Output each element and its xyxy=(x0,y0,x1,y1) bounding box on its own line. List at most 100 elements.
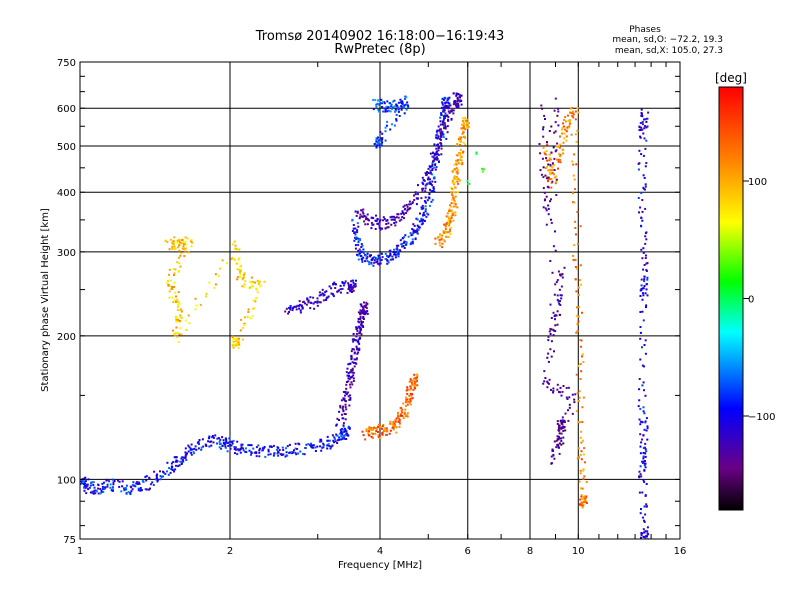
data-point xyxy=(552,334,555,337)
data-point xyxy=(89,491,92,494)
data-point xyxy=(579,283,582,286)
data-point xyxy=(173,299,176,301)
data-point xyxy=(355,339,358,342)
data-point xyxy=(386,100,389,103)
data-point xyxy=(347,380,350,383)
data-point xyxy=(347,283,350,286)
data-point xyxy=(351,367,354,370)
data-points xyxy=(80,92,650,539)
data-point xyxy=(346,381,348,383)
data-point xyxy=(561,390,564,393)
data-point xyxy=(554,249,557,252)
data-point xyxy=(644,452,647,455)
data-point xyxy=(360,209,363,212)
data-point xyxy=(579,436,582,439)
data-point xyxy=(201,438,204,441)
data-point xyxy=(450,117,453,120)
data-point xyxy=(366,252,369,255)
data-point xyxy=(108,480,111,483)
data-point xyxy=(364,438,367,441)
data-point xyxy=(87,478,90,481)
data-point xyxy=(144,475,147,478)
data-point xyxy=(173,236,176,239)
data-point xyxy=(454,195,457,198)
data-point xyxy=(389,110,392,113)
data-point xyxy=(556,114,559,117)
data-point xyxy=(392,258,395,261)
data-point xyxy=(362,311,365,314)
data-point xyxy=(84,476,87,479)
data-point xyxy=(382,110,385,113)
data-point xyxy=(563,266,566,269)
data-point xyxy=(577,400,580,402)
data-point xyxy=(560,297,563,300)
data-point xyxy=(556,294,559,297)
data-point xyxy=(466,179,469,182)
data-point xyxy=(180,333,183,336)
data-point xyxy=(457,177,460,180)
data-point xyxy=(389,258,392,261)
data-point xyxy=(334,438,337,441)
data-point xyxy=(256,291,259,294)
data-point xyxy=(405,400,408,403)
data-point xyxy=(386,259,389,262)
data-point xyxy=(560,285,563,288)
data-point xyxy=(580,345,582,348)
data-point xyxy=(433,177,436,180)
data-point xyxy=(641,438,643,441)
data-point xyxy=(452,196,455,199)
data-point xyxy=(556,323,559,326)
data-point xyxy=(645,304,648,307)
data-point xyxy=(102,490,105,493)
data-point xyxy=(384,130,387,133)
data-point xyxy=(644,530,647,533)
data-point xyxy=(208,445,211,448)
data-point xyxy=(539,169,542,172)
data-point xyxy=(184,457,187,460)
data-point xyxy=(277,446,280,449)
data-point xyxy=(581,421,584,423)
data-point xyxy=(552,390,555,392)
data-point xyxy=(190,239,193,242)
data-point xyxy=(175,317,178,320)
data-point xyxy=(216,442,219,445)
data-point xyxy=(195,448,198,451)
data-point xyxy=(374,219,377,222)
data-point xyxy=(295,453,298,456)
data-point xyxy=(446,106,449,109)
data-point xyxy=(640,153,643,156)
data-point xyxy=(139,487,142,489)
data-point xyxy=(174,315,177,318)
data-point xyxy=(353,351,356,354)
data-point xyxy=(258,449,261,452)
data-point xyxy=(349,394,352,397)
data-point xyxy=(316,297,319,300)
data-point xyxy=(330,445,333,448)
data-point xyxy=(100,489,103,492)
data-point xyxy=(455,106,458,109)
data-point xyxy=(393,124,396,127)
data-point xyxy=(422,183,425,186)
data-point xyxy=(125,488,128,491)
data-point xyxy=(450,216,453,219)
data-point xyxy=(417,197,419,200)
data-point xyxy=(440,133,442,136)
data-point xyxy=(358,252,361,255)
data-point xyxy=(191,448,194,451)
data-point xyxy=(416,218,419,221)
data-point xyxy=(327,443,330,446)
data-point xyxy=(443,96,446,99)
data-point xyxy=(395,216,398,219)
data-point xyxy=(352,281,355,284)
data-point xyxy=(553,457,556,460)
data-point xyxy=(403,104,406,107)
data-point xyxy=(573,401,576,404)
data-point xyxy=(429,178,431,181)
data-point xyxy=(405,212,408,214)
data-point xyxy=(364,310,367,313)
data-point xyxy=(411,242,414,245)
data-point xyxy=(437,143,439,146)
data-point xyxy=(352,333,355,335)
data-point xyxy=(289,307,292,309)
data-point xyxy=(452,112,455,115)
